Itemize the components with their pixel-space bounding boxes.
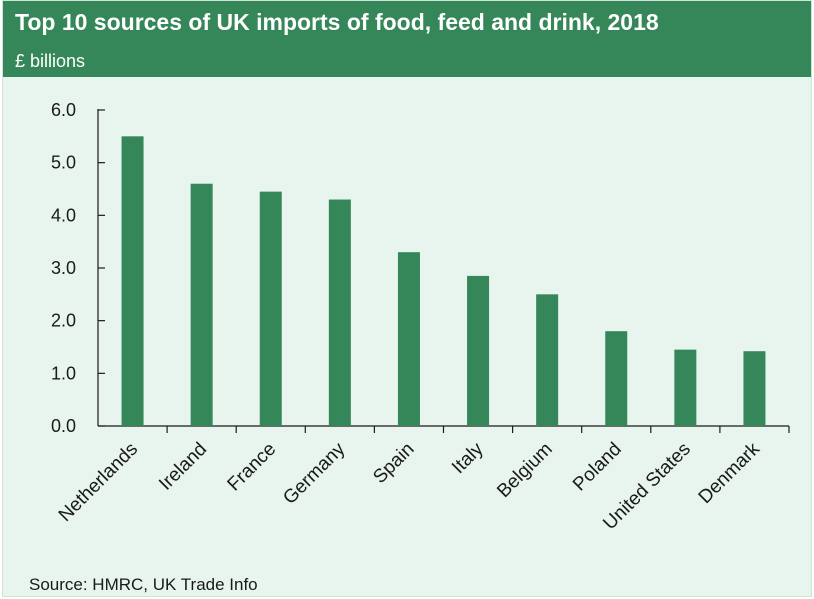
bar-chart: 0.0 1.0 2.0 3.0 4.0 5.0 6.0 Netherlands Ireland F…	[51, 100, 790, 534]
chart-unit-label: £ billions	[15, 51, 86, 71]
x-category-label: Denmark	[695, 438, 765, 508]
chart-title: Top 10 sources of UK imports of food, fe…	[15, 9, 659, 35]
bar-italy	[467, 275, 490, 426]
y-tick-label: 1.0	[51, 363, 76, 383]
y-tick-label: 2.0	[51, 311, 76, 331]
bar-united-states	[674, 349, 697, 426]
x-category-label: Italy	[448, 438, 488, 478]
x-category-label: France	[224, 439, 281, 496]
y-tick-label: 4.0	[51, 205, 76, 225]
bar-denmark	[743, 351, 766, 426]
x-category-label: Germany	[279, 438, 349, 508]
x-category-label: Ireland	[155, 439, 211, 495]
bar-belgium	[536, 294, 559, 426]
y-tick-label: 5.0	[51, 153, 76, 173]
bar-spain	[397, 252, 420, 426]
bar-netherlands	[121, 136, 144, 427]
y-tick-label: 6.0	[51, 100, 76, 120]
y-tick-label: 3.0	[51, 258, 76, 278]
bar-france	[259, 191, 282, 426]
x-category-label: Poland	[569, 439, 626, 496]
x-category-label: Netherlands	[55, 439, 142, 526]
x-category-label: Belgium	[493, 439, 556, 502]
bar-ireland	[190, 183, 213, 426]
bar-poland	[605, 331, 628, 426]
bar-germany	[328, 199, 351, 426]
source-note: Source: HMRC, UK Trade Info	[29, 575, 258, 594]
chart-header: Top 10 sources of UK imports of food, fe…	[3, 1, 811, 77]
x-category-label: Spain	[369, 439, 418, 488]
y-tick-label: 0.0	[51, 416, 76, 436]
